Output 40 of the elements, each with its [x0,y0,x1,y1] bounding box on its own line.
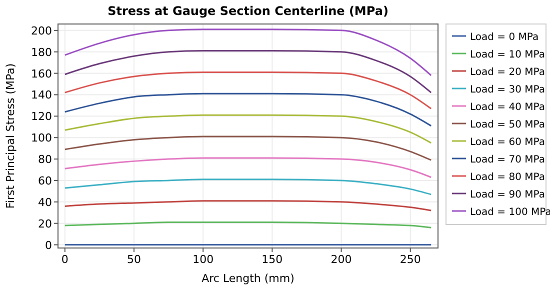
legend-label: Load = 70 MPa [470,154,545,166]
legend-label: Load = 80 MPa [470,172,545,183]
x-tick-label: 0 [61,253,68,266]
y-tick-label: 60 [38,174,52,188]
line-series [64,200,432,212]
y-tick-label: 20 [38,217,52,230]
x-tick-label: 250 [400,253,421,266]
line-series [64,50,432,94]
line-series [64,178,432,196]
y-axis-title: First Principal Stress (MPa) [4,63,17,209]
legend-label: Load = 0 MPa [470,32,539,43]
y-tick-label: 100 [31,132,52,145]
y-tick-label: 160 [31,67,52,80]
y-tick-label: 0 [45,238,52,252]
legend-label: Load = 40 MPa [470,102,545,113]
legend-label: Load = 100 MPa [470,207,550,218]
legend-label: Load = 90 MPa [470,190,545,200]
x-tick-label: 200 [330,253,352,266]
x-tick-label: 150 [262,253,283,266]
legend-label: Load = 60 MPa [470,137,545,148]
y-tick-label: 80 [38,153,52,166]
y-tick-label: 180 [31,46,52,59]
line-series [64,114,432,144]
legend-label: Load = 50 MPa [470,120,545,130]
y-tick-label: 200 [31,24,52,38]
y-tick-label: 40 [38,196,52,209]
legend-label: Load = 10 MPa [470,50,545,60]
y-tick-label: 140 [31,88,52,102]
chart-title: Stress at Gauge Section Centerline (MPa) [108,4,388,18]
x-axis-title: Arc Length (mm) [202,272,294,285]
line-series [64,28,432,76]
line-series [64,136,432,161]
x-tick-label: 100 [192,253,214,266]
legend-label: Load = 30 MPa [470,84,545,96]
legend-label: Load = 20 MPa [470,67,545,78]
line-series [64,92,432,127]
line-series [64,71,432,110]
x-tick-label: 50 [127,253,141,266]
line-series [64,157,432,178]
y-tick-label: 120 [31,110,52,124]
